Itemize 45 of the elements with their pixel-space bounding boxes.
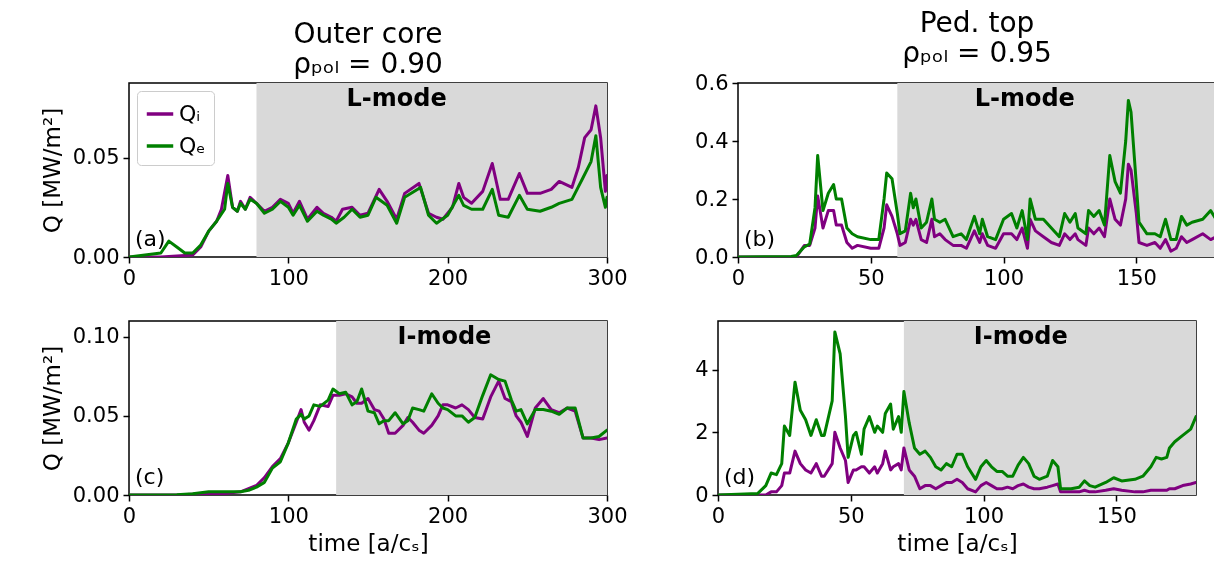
y-tick-label: 0.6 (695, 70, 729, 95)
annotation: (d) (724, 464, 756, 489)
x-tick-label: 300 (587, 265, 628, 290)
x-tick-label: 100 (984, 265, 1025, 290)
x-tick-label: 0 (122, 265, 137, 290)
y-tick-label: 0.05 (72, 403, 120, 428)
y-tick-label: 0.2 (695, 186, 729, 211)
chart-subtitle: ρₚₒₗ = 0.90 (293, 47, 443, 80)
annotation: (c) (135, 464, 165, 489)
x-tick-label: 200 (428, 265, 469, 290)
x-tick-label: 200 (428, 503, 469, 528)
x-tick-label: 300 (587, 503, 628, 528)
x-tick-label: 50 (837, 503, 865, 528)
y-axis-title: Q [MW/m²] (38, 345, 65, 472)
band-label: I-mode (973, 322, 1068, 350)
y-tick-label: 0.10 (72, 324, 120, 349)
y-tick-label: 0.05 (72, 145, 120, 170)
x-tick-label: 0 (731, 265, 746, 290)
x-tick-label: 100 (268, 503, 309, 528)
y-axis-title: Q [MW/m²] (38, 107, 65, 234)
band-label: L-mode (974, 84, 1075, 112)
x-tick-label: 150 (1096, 503, 1137, 528)
line-series (129, 134, 607, 257)
x-tick-label: 50 (857, 265, 885, 290)
chart-title: Outer core (293, 17, 443, 50)
y-tick-label: 4 (695, 357, 709, 382)
y-tick-label: 0.0 (695, 244, 729, 269)
x-tick-label: 100 (268, 265, 309, 290)
annotation: (a) (135, 226, 166, 251)
x-tick-label: 100 (964, 503, 1005, 528)
x-tick-label: 150 (1116, 265, 1157, 290)
legend-label: Qᵢ (179, 101, 201, 126)
y-tick-label: 0.00 (72, 244, 120, 269)
legend-label: Qₑ (179, 133, 206, 158)
chart-title: Ped. top (919, 6, 1035, 39)
band-label: L-mode (346, 84, 447, 112)
x-tick-label: 0 (122, 503, 137, 528)
y-tick-label: 2 (695, 419, 709, 444)
band-label: I-mode (397, 322, 492, 350)
annotation: (b) (744, 226, 776, 251)
x-axis-title: time [a/cₛ] (308, 529, 429, 556)
y-tick-label: 0.00 (72, 482, 120, 507)
y-tick-label: 0.4 (695, 128, 729, 153)
y-tick-label: 0 (695, 482, 709, 507)
x-axis-title: time [a/cₛ] (897, 529, 1018, 556)
